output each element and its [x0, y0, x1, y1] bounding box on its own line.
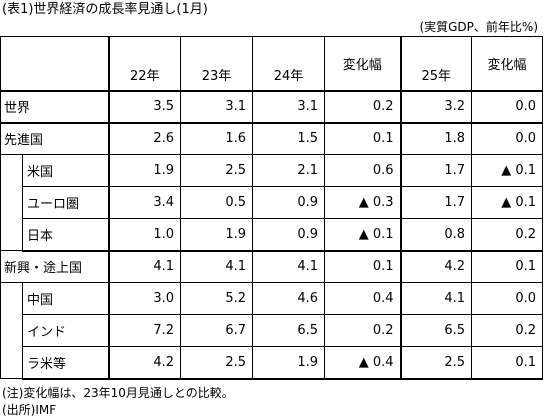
header-change-24: 変化幅 [324, 36, 402, 91]
cell-change-25: 0.2 [471, 218, 543, 252]
table-row: 日本 1.0 1.9 0.9 ▲ 0.1 0.8 0.2 [1, 218, 543, 252]
cell-25: 1.7 [400, 154, 472, 187]
cell-change-25: 0.0 [471, 89, 543, 124]
cell-22: 2.6 [108, 122, 181, 155]
cell-24: 4.1 [252, 250, 325, 283]
cell-25: 2.5 [400, 346, 472, 380]
header-row: 22年 23年 24年 変化幅 25年 変化幅 [0, 36, 543, 91]
cell-23: 4.1 [180, 250, 253, 283]
row-label: 世界 [0, 89, 110, 124]
cell-24: 0.9 [252, 186, 325, 219]
indent-spacer [0, 154, 23, 251]
cell-24: 4.6 [252, 282, 325, 315]
row-label: 新興・途上国 [0, 250, 110, 283]
table-row: 先進国 2.6 1.6 1.5 0.1 1.8 0.0 [0, 122, 543, 155]
cell-25: 1.7 [400, 186, 472, 219]
cell-change-24: 0.2 [324, 314, 402, 347]
header-23: 23年 [180, 36, 253, 91]
cell-22: 3.5 [108, 89, 181, 124]
table-row: 中国 3.0 5.2 4.6 0.4 4.1 0.0 [0, 282, 543, 379]
header-corner-cell [0, 36, 110, 91]
table-row: 米国 1.9 2.5 2.1 0.6 1.7 ▲ 0.1 [0, 154, 543, 251]
header-change-25: 変化幅 [471, 36, 543, 91]
cell-change-25: ▲ 0.1 [471, 154, 543, 187]
cell-23: 6.7 [180, 314, 253, 347]
cell-25: 4.1 [400, 282, 472, 315]
cell-25: 1.8 [400, 122, 472, 155]
cell-22: 4.2 [108, 346, 181, 380]
cell-25: 4.2 [400, 250, 472, 283]
cell-change-24: 0.6 [324, 154, 402, 187]
cell-23: 0.5 [180, 186, 253, 219]
cell-change-25: 0.1 [471, 346, 543, 380]
table-title: (表1)世界経済の成長率見通し(1月) [2, 2, 208, 17]
cell-25: 0.8 [400, 218, 472, 252]
cell-22: 7.2 [108, 314, 181, 347]
growth-table: 22年 23年 24年 変化幅 25年 変化幅 世界 3.5 3.1 3.1 0… [0, 36, 543, 380]
cell-22: 4.1 [108, 250, 181, 283]
row-label: 日本 [22, 218, 110, 252]
header-22: 22年 [108, 36, 181, 91]
row-label: インド [22, 314, 110, 347]
header-24: 24年 [252, 36, 325, 91]
table-row: ラ米等 4.2 2.5 1.9 ▲ 0.4 2.5 0.1 [1, 346, 543, 380]
cell-change-24: 0.1 [324, 250, 402, 283]
cell-23: 1.6 [180, 122, 253, 155]
cell-23: 5.2 [180, 282, 253, 315]
cell-22: 3.0 [108, 282, 181, 315]
cell-22: 3.4 [108, 186, 181, 219]
row-label: ユーロ圏 [22, 186, 110, 219]
row-label: 先進国 [0, 122, 110, 155]
cell-change-25: 0.2 [471, 314, 543, 347]
cell-23: 2.5 [180, 154, 253, 187]
cell-change-25: 0.0 [471, 282, 543, 315]
unit-label: (実質GDP、前年比%) [419, 20, 538, 34]
cell-change-24: 0.4 [324, 282, 402, 315]
cell-23: 1.9 [180, 218, 253, 252]
header-25: 25年 [400, 36, 472, 91]
cell-change-25: ▲ 0.1 [471, 186, 543, 219]
cell-change-24: ▲ 0.3 [324, 186, 402, 219]
cell-22: 1.9 [108, 154, 181, 187]
cell-23: 3.1 [180, 89, 253, 124]
cell-24: 6.5 [252, 314, 325, 347]
row-label: 米国 [22, 154, 110, 187]
cell-24: 1.5 [252, 122, 325, 155]
cell-23: 2.5 [180, 346, 253, 380]
row-label: 中国 [22, 282, 110, 315]
cell-change-25: 0.1 [471, 250, 543, 283]
table-row: インド 7.2 6.7 6.5 0.2 6.5 0.2 [1, 314, 543, 347]
table-row: 世界 3.5 3.1 3.1 0.2 3.2 0.0 [0, 89, 543, 124]
table-row: 新興・途上国 4.1 4.1 4.1 0.1 4.2 0.1 [0, 250, 543, 283]
cell-22: 1.0 [108, 218, 181, 252]
cell-24: 0.9 [252, 218, 325, 252]
cell-24: 2.1 [252, 154, 325, 187]
cell-change-24: ▲ 0.4 [324, 346, 402, 380]
table-row: ユーロ圏 3.4 0.5 0.9 ▲ 0.3 1.7 ▲ 0.1 [1, 186, 543, 219]
cell-25: 3.2 [400, 89, 472, 124]
row-label: ラ米等 [22, 346, 110, 380]
cell-change-24: 0.1 [324, 122, 402, 155]
cell-24: 3.1 [252, 89, 325, 124]
source-text: (出所)IMF [2, 403, 57, 417]
cell-change-24: 0.2 [324, 89, 402, 124]
cell-24: 1.9 [252, 346, 325, 380]
cell-change-25: 0.0 [471, 122, 543, 155]
cell-25: 6.5 [400, 314, 472, 347]
note-text: (注)変化幅は、23年10月見通しとの比較。 [2, 386, 234, 400]
indent-spacer [0, 282, 23, 379]
cell-change-24: ▲ 0.1 [324, 218, 402, 252]
